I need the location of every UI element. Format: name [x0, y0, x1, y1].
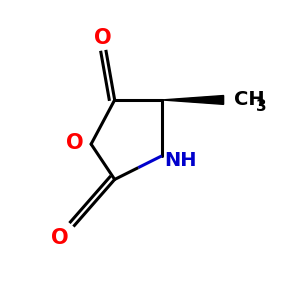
Polygon shape	[162, 95, 224, 104]
Text: 3: 3	[256, 99, 267, 114]
Text: O: O	[51, 228, 69, 248]
Text: O: O	[94, 28, 112, 48]
Text: CH: CH	[234, 90, 265, 109]
Text: O: O	[65, 133, 83, 153]
Text: NH: NH	[165, 151, 197, 170]
